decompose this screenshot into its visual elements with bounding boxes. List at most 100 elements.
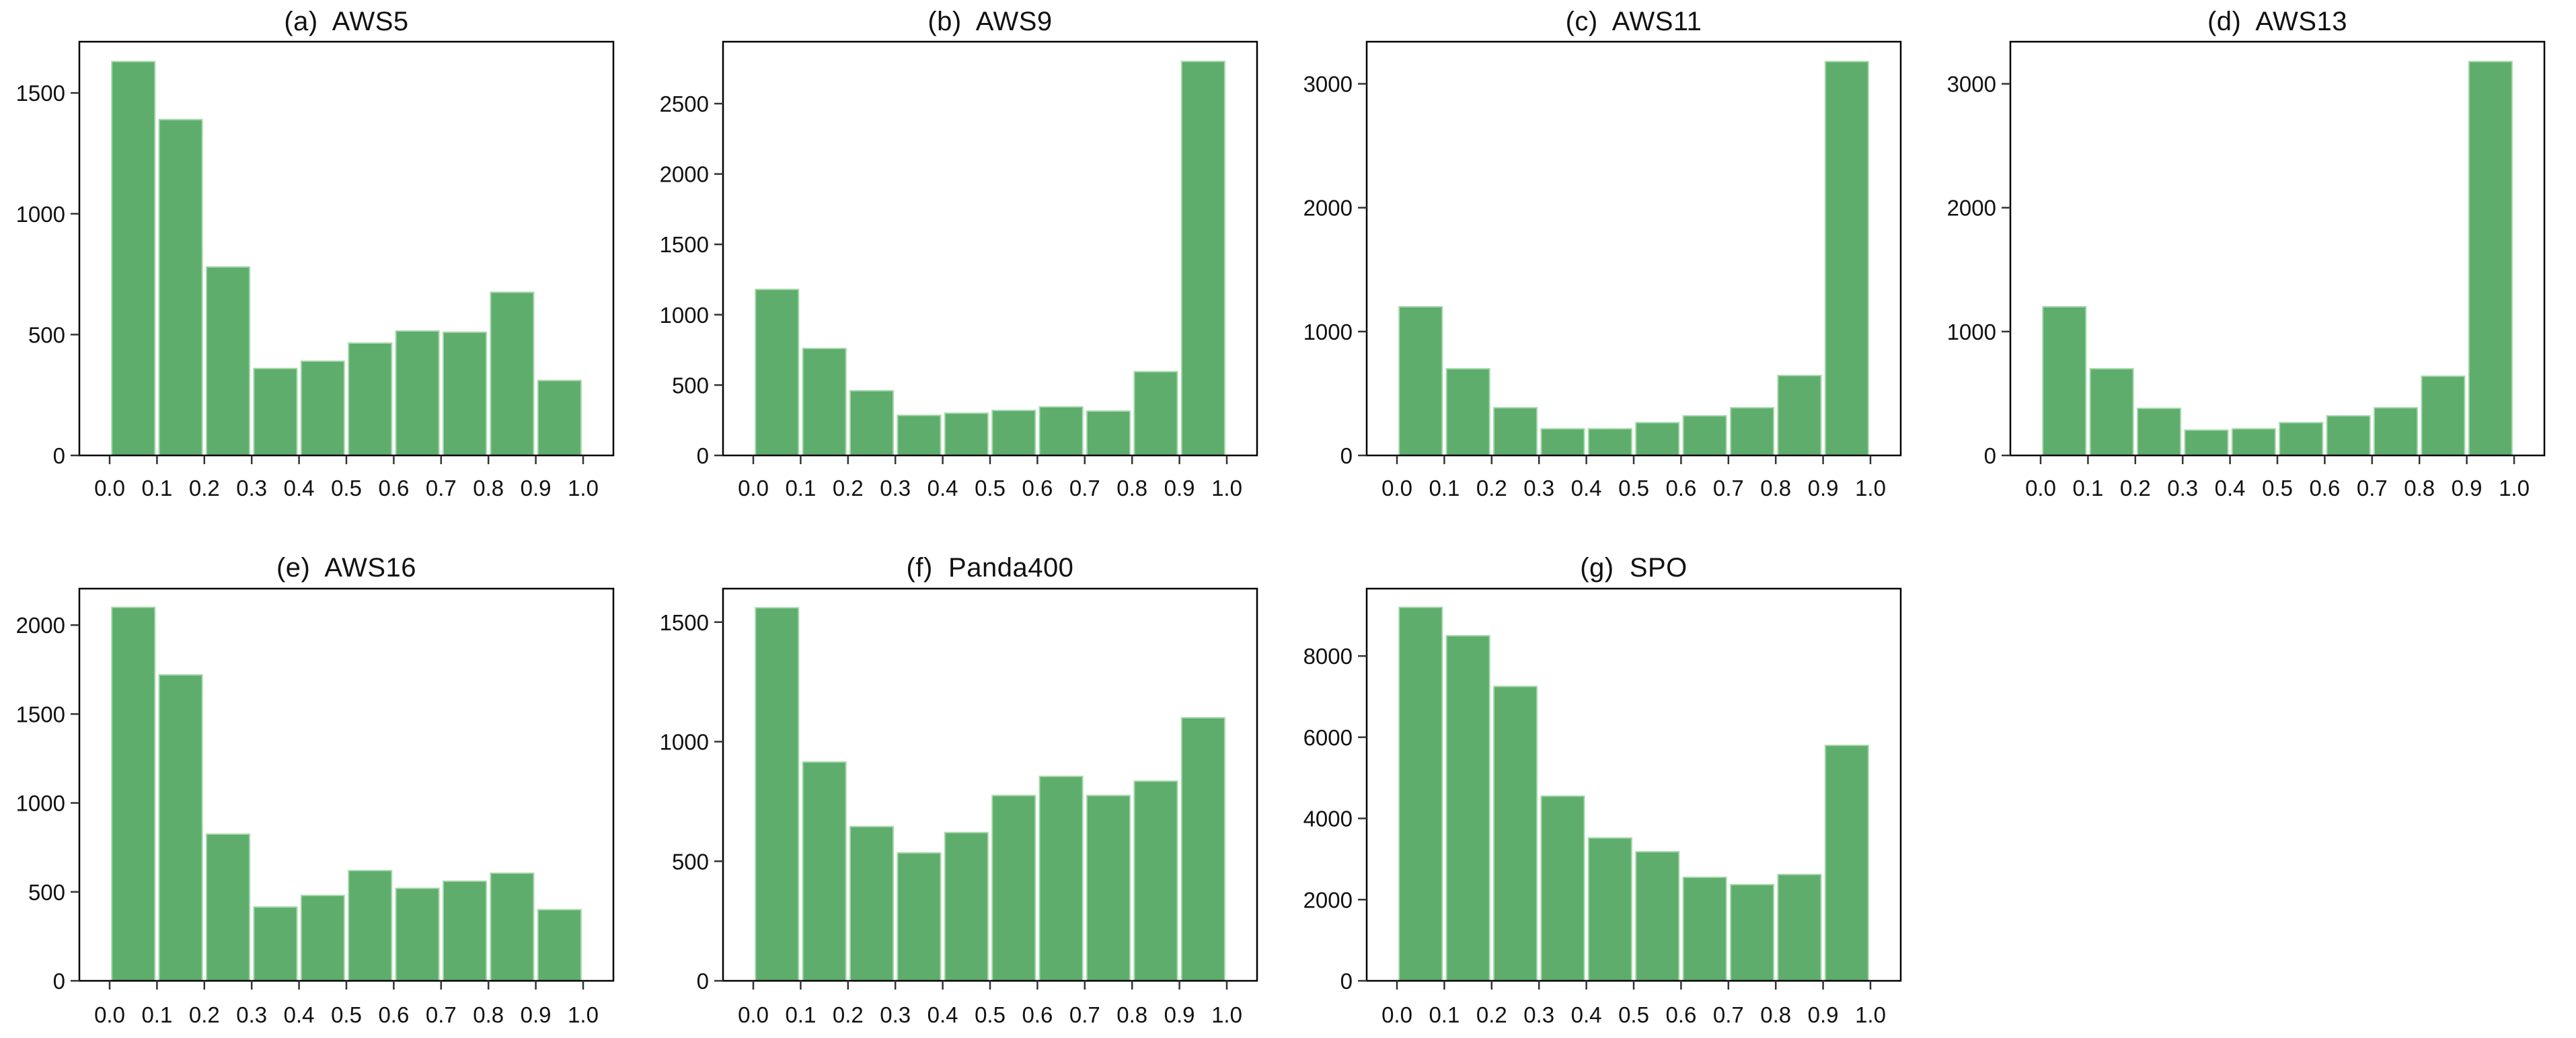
histogram-bar: [1540, 795, 1585, 981]
histogram-bar: [849, 390, 895, 456]
x-tick-label: 1.0: [568, 476, 599, 501]
x-tick-label: 0.7: [1069, 1002, 1100, 1027]
y-tick-label: 1000: [16, 202, 65, 227]
x-tick-label: 0.4: [1571, 1002, 1602, 1027]
x-tick-label: 0.3: [880, 476, 911, 501]
x-tick-label: 0.3: [2167, 476, 2198, 501]
y-tick-label: 1000: [1303, 320, 1353, 344]
histogram-aws13: 0 1000 2000 3000 0.0 0.1 0.2 0.3 0.4 0.5 0.6 0.7 0.8…: [1947, 40, 2546, 501]
histogram-bar: [944, 831, 989, 981]
histogram-bar: [1682, 415, 1727, 456]
y-tick-label: 1500: [16, 702, 65, 727]
histogram-bar: [111, 61, 156, 456]
x-tick-label: 0.8: [1116, 476, 1147, 501]
histogram-bar: [1493, 407, 1538, 456]
histogram-bar: [2231, 428, 2276, 457]
histogram-aws16: 0 500 1000 1500 2000 0.0 0.1 0.2 0.3 0.4 0.5 0.6 0.7…: [16, 587, 615, 1027]
histogram-bar: [1824, 745, 1869, 981]
y-tick-label: 4000: [1303, 807, 1353, 831]
histogram-bar: [300, 895, 345, 981]
x-tick-label: 0.8: [473, 476, 504, 501]
histogram-bar: [1180, 717, 1225, 981]
histogram-bar: [253, 906, 298, 981]
y-tick-label: 1000: [16, 791, 65, 816]
y-tick-label: 8000: [1303, 644, 1353, 669]
histogram-bar: [1445, 635, 1490, 981]
x-tick-label: 1.0: [1211, 476, 1242, 501]
histogram-bar: [1398, 606, 1443, 982]
histogram-bar: [991, 794, 1036, 981]
histogram-bar: [1038, 406, 1084, 456]
x-tick-label: 0.4: [284, 476, 315, 501]
x-tick-label: 0.8: [2404, 476, 2435, 501]
chart-title-b: (b) AWS9: [927, 7, 1053, 36]
y-tick-label: 0: [1984, 443, 1996, 468]
x-tick-label: 0.2: [1476, 476, 1507, 501]
y-tick-label: 500: [672, 373, 709, 398]
y-tick-label: 1000: [660, 730, 709, 755]
x-tick-label: 0.2: [189, 1002, 220, 1027]
histogram-bar: [1540, 428, 1585, 457]
x-tick-label: 0.8: [1760, 1002, 1791, 1027]
y-tick-label: 2000: [1303, 196, 1353, 221]
chart-panel-b: (b) AWS9 0 500 1000 1500 2000 2500 0.0 0.1 0.2 0.…: [644, 0, 1287, 525]
x-tick-label: 0.7: [426, 476, 457, 501]
x-tick-label: 0.9: [521, 476, 552, 501]
x-tick-label: 0.0: [2025, 476, 2056, 501]
histogram-bar: [348, 342, 393, 456]
histogram-bar: [1398, 306, 1443, 456]
chart-title-c: (c) AWS11: [1565, 7, 1702, 36]
histogram-bar: [537, 909, 582, 982]
y-tick-label: 0: [1340, 443, 1353, 468]
histogram-bar: [443, 331, 488, 456]
x-tick-label: 0.6: [1665, 476, 1696, 501]
y-tick-label: 2000: [660, 162, 709, 187]
x-tick-label: 0.6: [2309, 476, 2340, 501]
histogram-bar: [2421, 375, 2466, 457]
chart-title-g: (g) SPO: [1580, 553, 1688, 583]
x-tick-label: 0.6: [1022, 1002, 1053, 1027]
x-tick-label: 0.4: [927, 476, 958, 501]
x-tick-label: 0.0: [94, 1002, 125, 1027]
histogram-bar: [991, 410, 1036, 456]
histogram-bar: [897, 852, 942, 981]
x-tick-label: 1.0: [568, 1002, 599, 1027]
y-tick-label: 3000: [1947, 72, 1996, 97]
histogram-bar: [802, 761, 847, 981]
x-tick-label: 0.0: [1381, 1002, 1412, 1027]
histogram-spo: 0 2000 4000 6000 8000 0.0 0.1 0.2 0.3 0.4 0.5 0.6 0.…: [1303, 587, 1902, 1027]
x-tick-label: 0.1: [2072, 476, 2103, 501]
histogram-bar: [802, 348, 847, 456]
histogram-bar: [1777, 873, 1822, 982]
histogram-bar: [253, 367, 298, 457]
histogram-bar: [2326, 415, 2371, 456]
histogram-bar: [300, 360, 345, 457]
x-tick-label: 1.0: [2499, 476, 2530, 501]
y-tick-label: 1000: [660, 303, 709, 328]
x-tick-label: 0.5: [2262, 476, 2293, 501]
y-tick-label: 2000: [16, 613, 65, 638]
histogram-bar: [1730, 884, 1775, 981]
y-tick-label: 2000: [1947, 196, 1996, 221]
histogram-bar: [490, 291, 535, 456]
histogram-bar: [490, 873, 535, 981]
histogram-bar: [158, 118, 203, 456]
y-tick-label: 3000: [1303, 72, 1353, 97]
histogram-bar: [2184, 429, 2229, 456]
x-tick-label: 0.3: [1523, 1002, 1554, 1027]
x-tick-label: 1.0: [1211, 1002, 1242, 1027]
chart-panel-f: (f) Panda400 0 500 1000 1500 0.0 0.1 0.2 0.3 0.4…: [644, 525, 1287, 1038]
x-tick-label: 0.5: [975, 1002, 1006, 1027]
histogram-bar: [2089, 368, 2134, 456]
x-tick-label: 0.3: [1523, 476, 1554, 501]
x-tick-label: 0.2: [833, 1002, 864, 1027]
histogram-bar: [206, 266, 251, 456]
histogram-bar: [537, 379, 582, 456]
histogram-bar: [755, 289, 800, 457]
chart-title-d: (d) AWS13: [2207, 7, 2348, 36]
chart-panel-g: (g) SPO 0 2000 4000 6000 8000 0.0 0.1 0.2 0.3 0.4…: [1287, 525, 1931, 1038]
histogram-bar: [1038, 776, 1084, 981]
empty-panel: [1931, 525, 2575, 1038]
x-tick-label: 0.6: [1665, 1002, 1696, 1027]
